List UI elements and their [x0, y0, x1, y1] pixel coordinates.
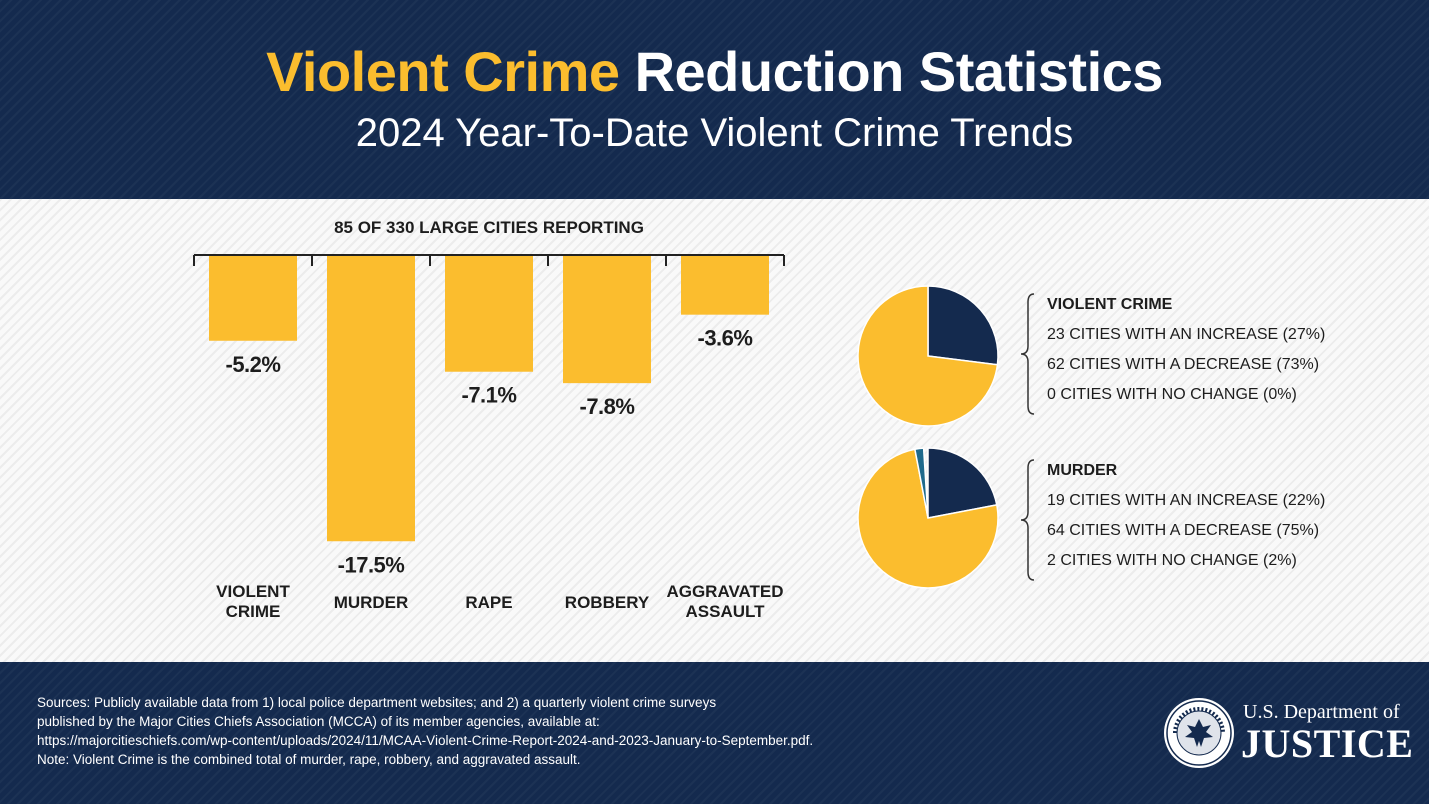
bar-category-label: AGGRAVATED	[666, 582, 783, 601]
pie-slice	[857, 448, 999, 589]
sources-line: Sources: Publicly available data from 1)…	[37, 695, 717, 710]
bar-value-label: -3.6%	[698, 326, 753, 351]
bar-category-label: MURDER	[334, 593, 409, 612]
murder-legend-title: MURDER	[1047, 462, 1118, 479]
murder-increase-label: 19 CITIES WITH AN INCREASE (22%)	[1047, 492, 1326, 509]
murder-no-change-label: 2 CITIES WITH NO CHANGE (2%)	[1047, 552, 1297, 569]
bar-value-label: -7.8%	[580, 394, 635, 419]
bar-category-label: RAPE	[465, 593, 512, 612]
bar	[681, 256, 769, 315]
murder-pie-chart	[857, 447, 999, 589]
sources-note: Sources: Publicly available data from 1)…	[37, 693, 997, 769]
page-subtitle: 2024 Year-To-Date Violent Crime Trends	[355, 111, 1074, 155]
title-rest: Reduction Statistics	[634, 40, 1164, 103]
violent-crime-pie-chart	[857, 285, 999, 427]
doj-seal-icon	[1164, 698, 1234, 768]
pie-slice	[927, 447, 998, 519]
murder-decrease-label: 64 CITIES WITH A DECREASE (75%)	[1047, 522, 1320, 539]
murder-legend: MURDER 19 CITIES WITH AN INCREASE (22%) …	[1047, 460, 1325, 580]
agency-name-small: U.S. Department of	[1243, 701, 1400, 723]
bar-category-label: CRIME	[226, 602, 281, 621]
title-highlight: Violent Crime	[266, 40, 620, 103]
bar-chart-title: 85 OF 330 LARGE CITIES REPORTING	[334, 218, 644, 237]
bar	[209, 256, 297, 341]
sources-link[interactable]: https://majorcitieschiefs.com/wp-content…	[37, 733, 814, 748]
header-banner: Violent Crime Reduction Statistics 2024 …	[0, 0, 1429, 199]
agency-name-big: JUSTICE	[1241, 721, 1414, 766]
bar	[445, 256, 533, 372]
violent-crime-decrease-label: 62 CITIES WITH A DECREASE (73%)	[1047, 356, 1320, 373]
bar-category-label: ROBBERY	[565, 593, 650, 612]
bar-value-label: -7.1%	[462, 383, 517, 408]
sources-note-line: Note: Violent Crime is the combined tota…	[37, 752, 581, 767]
pie-slice	[857, 285, 999, 427]
violent-crime-increase-label: 23 CITIES WITH AN INCREASE (27%)	[1047, 326, 1326, 343]
violent-crime-no-change-label: 0 CITIES WITH NO CHANGE (0%)	[1047, 386, 1297, 403]
bar-value-label: -17.5%	[338, 552, 405, 577]
violent-crime-brace	[1020, 293, 1035, 415]
murder-brace	[1020, 459, 1035, 581]
bar-category-label: VIOLENT	[216, 582, 290, 601]
page-title: Violent Crime Reduction Statistics	[0, 40, 1429, 104]
pie-slice	[914, 447, 929, 519]
bar	[327, 256, 415, 542]
bar-chart: 85 OF 330 LARGE CITIES REPORTING -5.2% VIO…	[193, 218, 785, 621]
bar-value-label: -5.2%	[226, 352, 281, 377]
violent-crime-legend: VIOLENT CRIME 23 CITIES WITH AN INCREASE…	[1047, 294, 1325, 414]
bar	[563, 256, 651, 384]
violent-crime-legend-title: VIOLENT CRIME	[1047, 296, 1173, 313]
pie-slice	[927, 285, 999, 366]
bar-category-label: ASSAULT	[685, 602, 765, 621]
sources-line: published by the Major Cities Chiefs Ass…	[37, 714, 600, 729]
